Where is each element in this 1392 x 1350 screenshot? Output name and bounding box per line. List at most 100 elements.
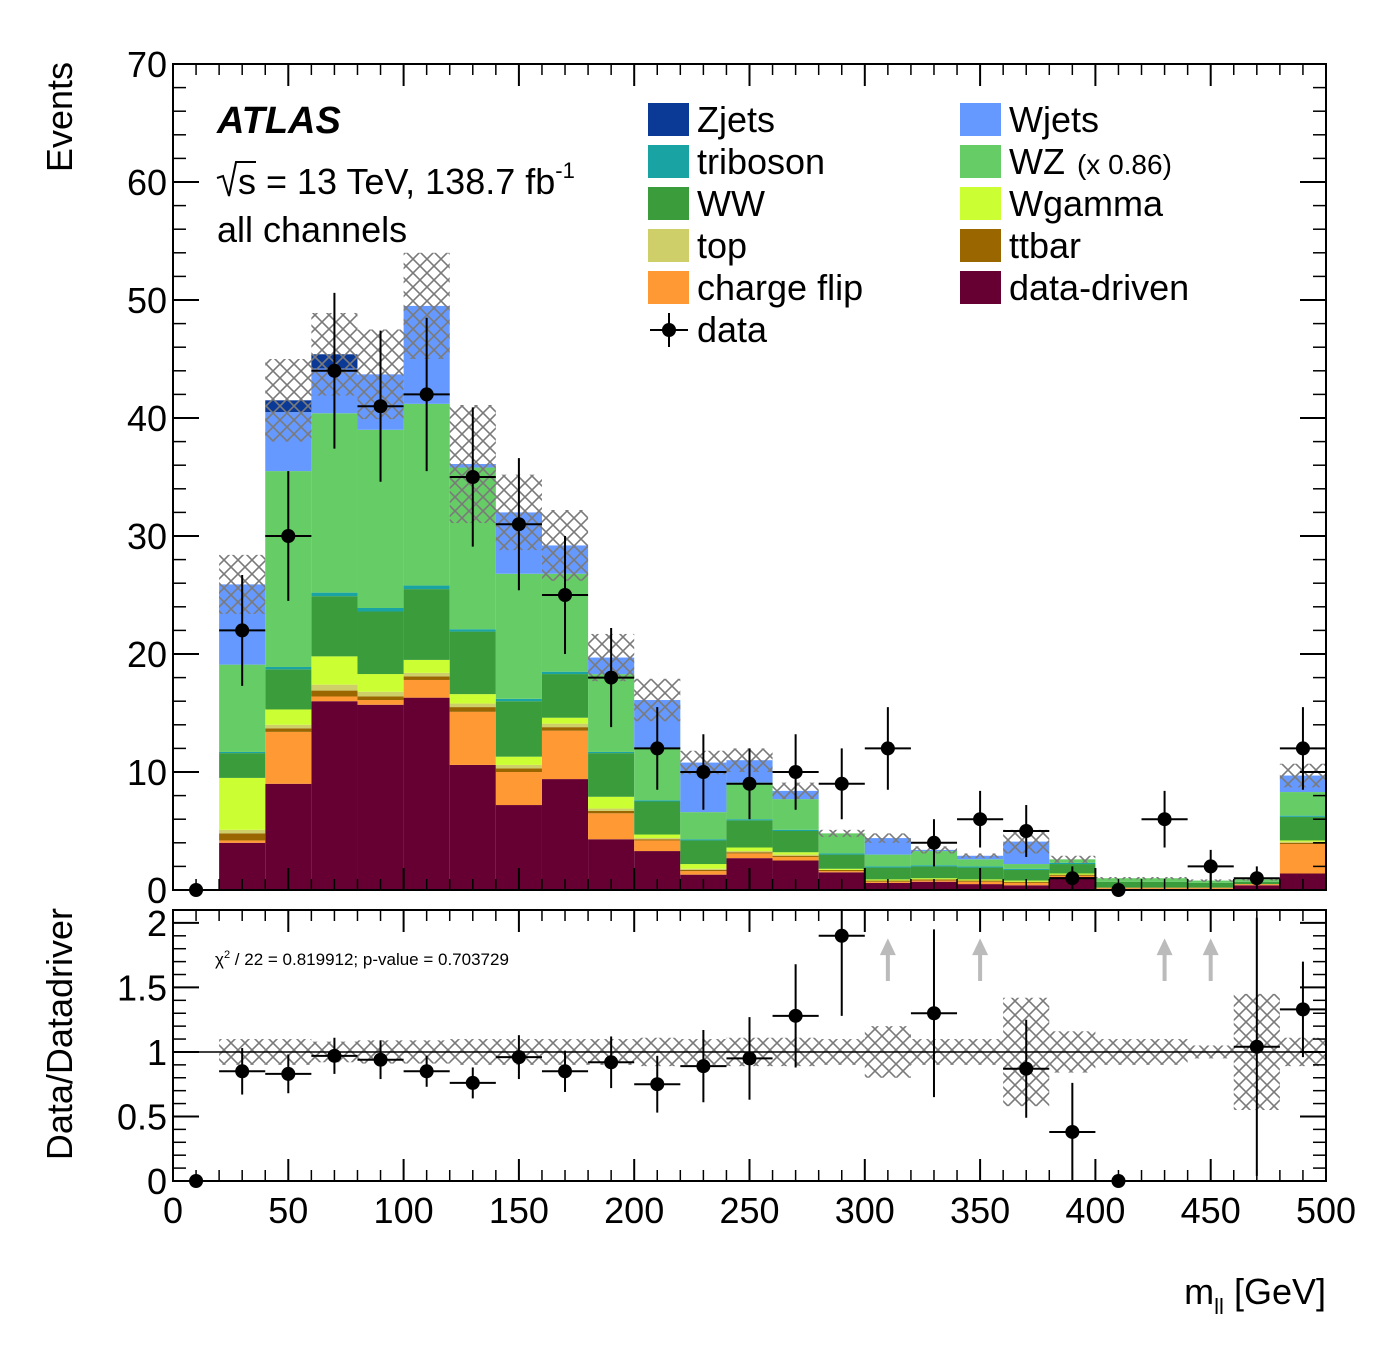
ratio-point-7 [495,1035,542,1080]
bar-Wgamma-8 [541,717,589,724]
bar-charge-flip-24 [1279,843,1326,874]
xtick-label-10: 500 [1296,1190,1356,1231]
bar-ttbar-7 [495,768,542,772]
mc-uncertainty-15 [864,833,911,843]
bar-WW-11 [680,840,727,865]
bar-triboson-14 [818,853,865,855]
bar-triboson-15 [864,866,911,868]
bar-WW-13 [772,831,819,853]
bar-Wgamma-7 [495,756,542,765]
bar-ttbar-13 [772,855,819,857]
bar-Wgamma-24 [1279,840,1326,842]
main-ytick-label-2: 20 [127,634,167,675]
xtick-label-7: 350 [950,1190,1010,1231]
main-axes-ticks: 0 10 20 30 40 50 60 70 [127,44,1327,911]
mc-uncertainty-band [219,252,1326,882]
svg-text:WW: WW [697,183,765,224]
bar-Wgamma-4 [357,674,404,692]
main-ytick-label-0: 0 [147,870,167,911]
ratio-point-1 [219,1048,266,1095]
bar-triboson-1 [219,751,266,754]
legend-item-triboson: triboson [648,141,825,182]
ratio-point-19 [1049,1082,1096,1181]
data-point-2 [265,471,312,601]
bar-ttbar-2 [265,728,312,732]
ratio-point-18 [1003,1019,1050,1118]
bar-Wgamma-1 [219,777,266,830]
bar-ttbar-12 [726,852,773,854]
data-point-14 [818,748,865,820]
bar-top-3 [311,684,358,691]
bar-Wgamma-11 [680,864,727,869]
xtick-label-3: 150 [489,1190,549,1231]
ratio-point-9 [588,1036,635,1089]
data-point-21 [1141,790,1188,848]
bar-ttbar-10 [634,839,681,841]
mc-uncertainty-19 [1049,855,1096,863]
bar-charge-flip-10 [634,840,681,852]
bar-top-24 [1279,841,1326,843]
bar-charge-flip-8 [541,730,589,780]
bar-triboson-10 [634,800,681,802]
mc-uncertainty-17 [957,853,1004,859]
legend-item-WZ: WZ (x 0.86) [960,141,1172,182]
bar-data-driven-5 [403,697,450,890]
bar-triboson-18 [1003,868,1050,870]
xtick-label-6: 300 [835,1190,895,1231]
bar-Wgamma-5 [403,659,450,673]
data-point-1 [219,574,266,686]
bar-Wgamma-12 [726,847,773,852]
bar-charge-flip-12 [726,853,773,859]
bar-top-8 [541,723,589,728]
bar-WW-14 [818,854,865,869]
bar-ttbar-4 [357,696,404,701]
bar-top-6 [449,703,496,708]
ratio-ytick-label-3: 1.5 [117,967,167,1008]
bar-top-9 [588,808,635,811]
bar-charge-flip-5 [403,679,450,698]
bar-WW-7 [495,701,542,757]
channel-label: all channels [217,209,407,250]
mc-uncertainty-2 [265,359,312,442]
svg-text:data: data [697,309,768,350]
bar-WW-4 [357,611,404,675]
bar-top-2 [265,724,312,729]
bar-ttbar-14 [818,869,865,872]
ratio-y-axis-title: Data/Datadriver [39,908,80,1160]
bar-WW-16 [910,866,958,879]
bar-triboson-19 [1049,862,1096,865]
data-point-6 [449,407,496,547]
bar-triboson-7 [495,698,542,702]
xtick-label-0: 0 [163,1190,183,1231]
data-point-17 [957,790,1004,848]
ratio-ytick-label-1: 0.5 [117,1096,167,1137]
ratio-ytick-label-2: 1 [147,1032,167,1073]
bar-WW-9 [588,753,635,797]
xtick-label-2: 100 [374,1190,434,1231]
data-point-10 [634,707,681,790]
energy-label: s = 13 TeV, 138.7 fb-1 [216,158,575,202]
bar-charge-flip-11 [680,871,727,875]
offscale-arrows [879,938,1219,981]
svg-text:s = 13 TeV, 138.7 fb-1: s = 13 TeV, 138.7 fb-1 [238,158,575,202]
bar-triboson-5 [403,585,450,590]
data-point-15 [864,707,911,790]
bar-WW-12 [726,820,773,848]
svg-text:ttbar: ttbar [1009,225,1081,266]
ratio-point-5 [403,1055,450,1087]
main-ytick-label-4: 40 [127,398,167,439]
bar-Wgamma-9 [588,796,635,809]
bar-WZ-24 [1279,792,1326,816]
bar-ttbar-9 [588,810,635,814]
bar-WZ-7 [495,573,542,699]
bar-WW-1 [219,753,266,778]
main-ytick-label-3: 30 [127,516,167,557]
ratio-points [189,910,1326,1188]
bar-charge-flip-4 [357,700,404,705]
ratio-ytick-label-0: 0 [147,1161,167,1202]
svg-text:charge flip: charge flip [697,267,863,308]
legend-item-ttbar: ttbar [960,225,1081,266]
data-point-8 [541,536,589,654]
bar-triboson-11 [680,839,727,841]
bar-WW-18 [1003,869,1050,881]
